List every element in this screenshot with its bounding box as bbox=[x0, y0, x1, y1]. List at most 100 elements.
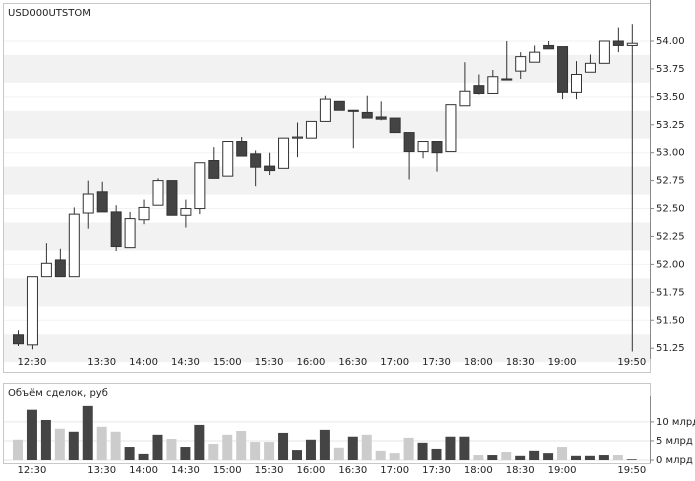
candle-body bbox=[389, 117, 401, 134]
candle-body bbox=[333, 100, 345, 111]
volume-bar bbox=[264, 442, 275, 460]
volume-bar bbox=[124, 447, 135, 460]
x-tick-label: 19:50 bbox=[617, 465, 646, 476]
x-tick-label: 18:00 bbox=[464, 357, 493, 368]
volume-bar bbox=[208, 443, 219, 460]
y-tick-label: 10 млрд bbox=[656, 417, 695, 428]
candle-body bbox=[194, 162, 206, 210]
volume-bar bbox=[361, 434, 372, 460]
volume-bar bbox=[194, 424, 205, 460]
candle-body bbox=[501, 78, 513, 81]
y-tick-label: 52.00 bbox=[656, 259, 685, 270]
y-tick-label: 51.25 bbox=[656, 343, 685, 354]
candle-body bbox=[417, 141, 429, 153]
candle-body bbox=[208, 160, 220, 179]
candle-body bbox=[264, 165, 276, 172]
y-tick-label: 54.00 bbox=[656, 36, 685, 47]
x-tick-label: 18:30 bbox=[506, 465, 535, 476]
candle-body bbox=[571, 73, 582, 93]
candle-body bbox=[431, 141, 443, 154]
y-tick-label: 53.00 bbox=[656, 148, 685, 159]
chart-title: USD000UTSTOM bbox=[8, 8, 91, 19]
candle-body bbox=[515, 56, 527, 72]
x-tick-label: 17:30 bbox=[422, 465, 451, 476]
candle-body bbox=[236, 141, 248, 157]
y-tick-label: 51.50 bbox=[656, 315, 685, 326]
candle-body bbox=[250, 153, 262, 168]
x-tick-label: 17:00 bbox=[380, 357, 409, 368]
volume-bar bbox=[68, 431, 79, 460]
volume-title: Объём сделок, руб bbox=[8, 388, 108, 399]
volume-bar bbox=[138, 453, 149, 460]
y-tick-label: 0 млрд bbox=[656, 455, 693, 466]
candle-body bbox=[473, 85, 485, 94]
candle-body bbox=[110, 211, 122, 248]
volume-bar bbox=[236, 431, 247, 460]
candle-body bbox=[529, 51, 541, 63]
candle-body bbox=[166, 180, 178, 216]
volume-bar bbox=[347, 436, 358, 460]
x-tick-label: 14:00 bbox=[129, 357, 158, 368]
candle-body bbox=[82, 193, 94, 214]
volume-bar bbox=[598, 455, 609, 460]
candle-body bbox=[626, 42, 638, 46]
candle-body bbox=[598, 40, 610, 64]
volume-bar bbox=[584, 455, 595, 460]
volume-bar bbox=[180, 447, 191, 460]
volume-bar bbox=[319, 429, 330, 460]
x-tick-label: 14:30 bbox=[171, 357, 200, 368]
volume-bar bbox=[431, 448, 442, 460]
x-tick-label: 19:00 bbox=[548, 357, 577, 368]
x-tick-label: 15:30 bbox=[255, 465, 284, 476]
candle-body bbox=[612, 40, 624, 46]
x-tick-label: 13:30 bbox=[87, 465, 116, 476]
y-tick-label: 51.75 bbox=[656, 287, 685, 298]
volume-bar bbox=[110, 431, 121, 460]
candle-body bbox=[68, 213, 80, 278]
x-tick-label: 12:30 bbox=[18, 465, 47, 476]
volume-bar bbox=[557, 447, 568, 460]
candle-body bbox=[222, 141, 234, 177]
candle-body bbox=[40, 262, 52, 278]
volume-bar bbox=[529, 450, 540, 460]
x-tick-label: 19:50 bbox=[617, 357, 646, 368]
volume-bar bbox=[250, 442, 261, 460]
y-tick-label: 52.50 bbox=[656, 204, 685, 215]
x-tick-label: 18:00 bbox=[464, 465, 493, 476]
volume-bar bbox=[96, 426, 107, 460]
candle-body bbox=[319, 98, 331, 122]
candle-body bbox=[361, 111, 373, 119]
volume-bar bbox=[26, 409, 37, 460]
candle-body bbox=[459, 90, 471, 107]
candle-body bbox=[375, 116, 387, 120]
volume-bar bbox=[292, 450, 302, 460]
volume-bar bbox=[487, 455, 498, 460]
x-tick-label: 15:30 bbox=[255, 357, 284, 368]
volume-bar bbox=[40, 419, 51, 460]
volume-bar bbox=[626, 459, 637, 460]
x-tick-label: 16:00 bbox=[297, 357, 326, 368]
candle-body bbox=[292, 136, 303, 139]
volume-bar bbox=[278, 432, 289, 460]
x-tick-label: 17:00 bbox=[380, 465, 409, 476]
x-tick-label: 14:30 bbox=[171, 465, 200, 476]
volume-bar bbox=[375, 450, 386, 460]
y-tick-label: 53.75 bbox=[656, 64, 685, 75]
volume-bar bbox=[166, 439, 177, 460]
y-tick-label: 5 млрд bbox=[656, 436, 693, 447]
y-tick-label: 52.75 bbox=[656, 176, 685, 187]
candle-body bbox=[403, 132, 415, 153]
x-tick-label: 15:00 bbox=[213, 357, 242, 368]
plot-layer: 51.25 51.50 51.75 52.00 52.25 52.50 52.75 53.00… bbox=[4, 0, 695, 476]
x-tick-label: 14:00 bbox=[129, 465, 158, 476]
candle-body bbox=[152, 180, 164, 206]
volume-bar bbox=[13, 439, 23, 460]
x-tick-label: 16:00 bbox=[297, 465, 326, 476]
volume-bar bbox=[543, 453, 554, 460]
volume-bar bbox=[389, 453, 400, 460]
x-tick-label: 12:30 bbox=[18, 357, 47, 368]
x-tick-label: 16:30 bbox=[338, 465, 367, 476]
volume-bar bbox=[612, 455, 623, 460]
candle-body bbox=[96, 191, 108, 213]
